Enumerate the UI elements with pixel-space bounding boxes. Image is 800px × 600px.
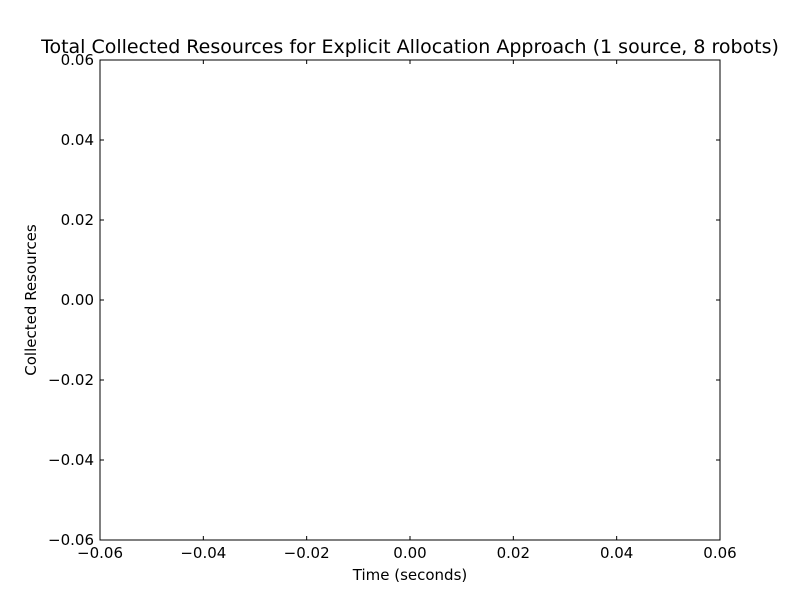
x-tick-label: 0.06 [703, 544, 736, 562]
x-tick-label: 0.04 [600, 544, 633, 562]
y-axis-ticks: −0.06 −0.04 −0.02 0.00 0.02 0.04 0.06 [48, 51, 720, 549]
y-tick-label: 0.06 [61, 51, 94, 69]
x-tick-label: 0.02 [497, 544, 530, 562]
y-axis-label: Collected Resources [22, 224, 40, 376]
plot-area [99, 59, 721, 541]
y-tick-label: 0.04 [61, 131, 94, 149]
x-axis-label: Time (seconds) [352, 566, 468, 584]
y-tick-label: 0.00 [61, 291, 94, 309]
x-tick-label: −0.04 [180, 544, 226, 562]
x-axis-ticks: −0.06 −0.04 −0.02 0.00 0.02 0.04 0.06 [77, 60, 737, 562]
x-tick-label: −0.02 [284, 544, 330, 562]
y-tick-label: −0.04 [48, 451, 94, 469]
y-tick-label: −0.02 [48, 371, 94, 389]
chart-title: Total Collected Resources for Explicit A… [40, 36, 779, 58]
x-tick-label: −0.06 [77, 544, 123, 562]
x-tick-label: 0.00 [393, 544, 426, 562]
y-tick-label: 0.02 [61, 211, 94, 229]
y-tick-label: −0.06 [48, 531, 94, 549]
